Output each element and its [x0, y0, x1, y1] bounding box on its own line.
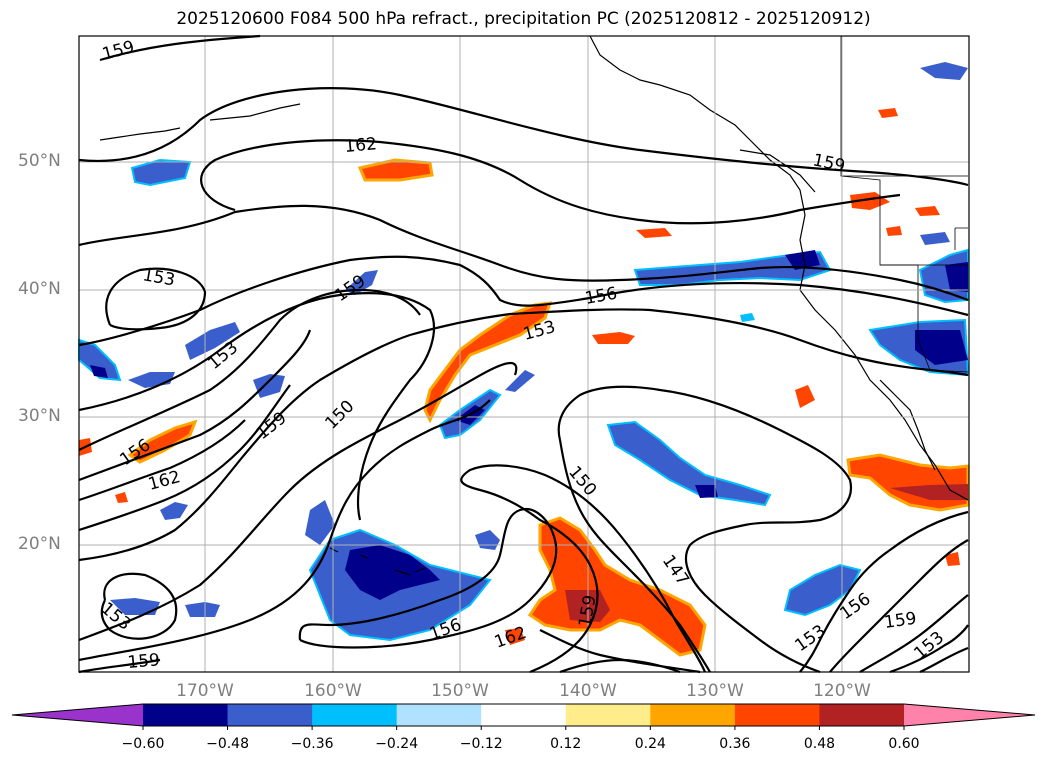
colorbar-extension-high — [904, 704, 1035, 726]
lon-label: 160°W — [304, 681, 362, 701]
colorbar-tick-label: 0.12 — [550, 736, 582, 752]
lon-label: 150°W — [431, 681, 489, 701]
lon-label: 120°W — [813, 681, 871, 701]
colorbar-segment — [650, 704, 736, 726]
lon-label: 130°W — [686, 681, 744, 701]
colorbar-extension-low — [12, 704, 143, 726]
colorbar-tick-label: 0.24 — [634, 736, 666, 752]
lon-label: 140°W — [559, 681, 617, 701]
colorbar-tick-label: −0.60 — [121, 736, 165, 752]
lon-label: 170°W — [176, 681, 234, 701]
colorbar-segment — [227, 704, 313, 726]
lat-label: 30°N — [18, 406, 61, 426]
colorbar-segment — [143, 704, 229, 726]
contour-label: 162 — [344, 134, 378, 157]
colorbar-segment — [312, 704, 398, 726]
refractivity-contours — [78, 34, 969, 674]
colorbar — [11, 703, 1036, 730]
colorbar-tick-label: 0.36 — [719, 736, 751, 752]
precipitation-shading — [78, 62, 970, 657]
colorbar-segment — [396, 704, 482, 726]
contour-label: 159 — [883, 609, 918, 633]
colorbar-tick-label: −0.36 — [290, 736, 334, 752]
colorbar-tick-label: 0.48 — [803, 736, 836, 752]
lat-label: 50°N — [18, 151, 61, 171]
colorbar-tick-label: 0.60 — [888, 736, 920, 752]
colorbar-segment — [819, 704, 905, 726]
colorbar-segment — [734, 704, 820, 726]
lat-label: 20°N — [18, 534, 61, 554]
map-title: 2025120600 F084 500 hPa refract., precip… — [176, 9, 871, 29]
colorbar-segment — [565, 704, 651, 726]
colorbar-tick-label: −0.12 — [459, 736, 503, 752]
colorbar-segment — [481, 704, 567, 726]
lat-label: 40°N — [18, 279, 61, 299]
colorbar-tick-label: −0.48 — [206, 736, 249, 752]
contour-label: 159 — [127, 650, 161, 673]
colorbar-tick-label: −0.24 — [375, 736, 419, 752]
